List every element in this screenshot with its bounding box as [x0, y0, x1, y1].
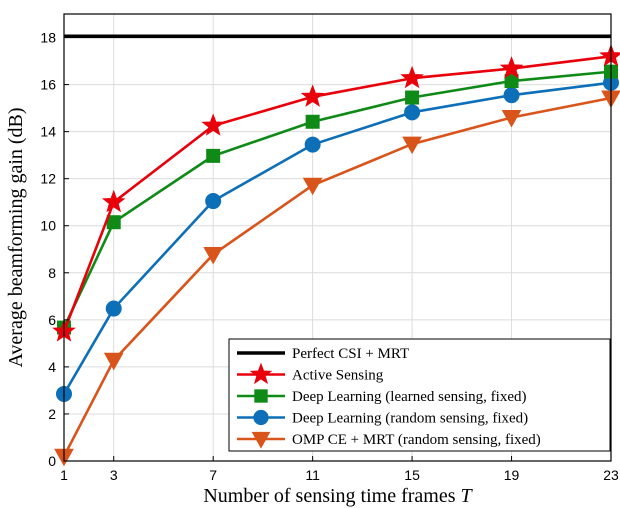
axis-ticks: 1 3 7 11 15 19 23 0 2 4 6 8 10 12 14 16 18 — [40, 30, 619, 483]
data-point-triangle-down — [302, 177, 323, 196]
y-tick-label: 10 — [40, 218, 56, 234]
data-point-triangle-down — [402, 136, 422, 155]
data-point-square — [206, 148, 221, 163]
y-tick-label: 8 — [48, 265, 56, 281]
y-axis-title: Average beamforming gain (dB) — [5, 107, 27, 367]
x-tick-label: 15 — [404, 467, 420, 483]
data-point-star — [201, 113, 226, 136]
x-tick-label: 7 — [209, 467, 217, 483]
y-tick-label: 14 — [40, 124, 56, 140]
series-group — [54, 90, 620, 467]
y-tick-label: 0 — [48, 453, 56, 469]
data-point-square — [305, 114, 320, 129]
legend-label: Deep Learning (learned sensing, fixed) — [292, 389, 527, 405]
data-point-star — [300, 84, 325, 107]
x-tick-label: 1 — [60, 467, 68, 483]
legend-marker-circle — [253, 409, 269, 426]
data-point-star — [400, 65, 424, 89]
y-tick-label: 18 — [40, 30, 56, 46]
series-group — [56, 74, 619, 402]
y-tick-label: 12 — [40, 171, 56, 187]
y-tick-label: 16 — [40, 77, 56, 93]
legend-label: Perfect CSI + MRT — [292, 346, 409, 362]
data-point-triangle-down — [103, 352, 124, 371]
y-tick-label: 4 — [48, 359, 56, 375]
data-point-square — [504, 74, 519, 89]
data-point-square — [405, 90, 420, 105]
x-axis-title: Number of sensing time frames T — [203, 485, 473, 507]
series-group — [52, 43, 620, 342]
x-tick-label: 3 — [110, 467, 118, 483]
series-group — [57, 64, 618, 335]
x-axis-title-symbol: T — [461, 485, 474, 507]
plot-frame — [63, 13, 612, 462]
legend-box — [228, 338, 611, 452]
y-tick-label: 2 — [48, 406, 56, 422]
series-line — [62, 70, 612, 329]
data-point-star — [599, 43, 620, 67]
legend-label: Deep Learning (random sensing, fixed) — [292, 411, 528, 427]
data-point-triangle-down — [203, 246, 224, 265]
series-layer — [52, 34, 620, 467]
data-point-circle — [404, 104, 421, 121]
legend-marker-star — [249, 362, 273, 385]
data-point-star — [499, 56, 524, 79]
data-point-circle — [105, 300, 122, 317]
data-point-circle — [304, 136, 321, 153]
legend-marker-square — [254, 389, 268, 403]
series-line — [62, 55, 612, 333]
legend-marker-triangle-down — [251, 431, 271, 449]
data-point-circle — [205, 193, 222, 210]
x-tick-label: 23 — [603, 467, 619, 483]
x-tick-label: 19 — [504, 467, 520, 483]
data-point-triangle-down — [501, 110, 522, 128]
data-point-star — [101, 189, 126, 213]
x-axis-title-text: Number of sensing time frames — [203, 485, 455, 507]
y-tick-label: 6 — [48, 312, 56, 328]
legend-label: OMP CE + MRT (random sensing, fixed) — [292, 432, 541, 448]
x-tick-label: 11 — [305, 467, 320, 483]
data-point-circle — [503, 87, 520, 104]
legend: Perfect CSI + MRT Active Sensing Deep Lear… — [228, 338, 611, 452]
legend-label: Active Sensing — [292, 368, 384, 384]
